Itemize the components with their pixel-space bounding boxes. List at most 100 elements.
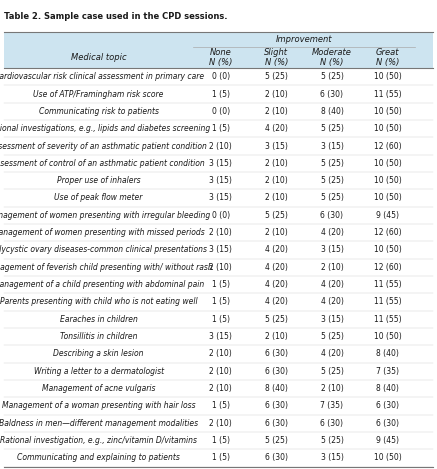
- Text: 7 (35): 7 (35): [320, 401, 343, 410]
- Text: 5 (25): 5 (25): [321, 72, 343, 81]
- Text: 3 (15): 3 (15): [321, 315, 343, 324]
- Text: 6 (30): 6 (30): [376, 419, 399, 428]
- Text: Writing a letter to a dermatologist: Writing a letter to a dermatologist: [34, 367, 163, 376]
- Text: 8 (40): 8 (40): [376, 384, 399, 393]
- Text: 5 (25): 5 (25): [265, 436, 288, 445]
- Text: 6 (30): 6 (30): [265, 367, 288, 376]
- Bar: [4, 32, 433, 68]
- Text: 9 (45): 9 (45): [376, 211, 399, 220]
- Text: Management of feverish child presenting with/ without rash: Management of feverish child presenting …: [0, 263, 213, 272]
- Text: 3 (15): 3 (15): [321, 245, 343, 255]
- Text: Table 2. Sample case used in the CPD sessions.: Table 2. Sample case used in the CPD ses…: [4, 12, 228, 21]
- Text: Management of women presenting with irregular bleeding: Management of women presenting with irre…: [0, 211, 210, 220]
- Text: 2 (10): 2 (10): [321, 263, 343, 272]
- Text: 11 (55): 11 (55): [374, 90, 402, 98]
- Text: Earaches in children: Earaches in children: [59, 315, 138, 324]
- Text: Baldness in men—different management modalities: Baldness in men—different management mod…: [0, 419, 198, 428]
- Text: 2 (10): 2 (10): [265, 194, 288, 203]
- Text: 8 (40): 8 (40): [321, 107, 343, 116]
- Text: Slight
N (%): Slight N (%): [264, 48, 288, 67]
- Text: 8 (40): 8 (40): [265, 384, 288, 393]
- Text: 5 (25): 5 (25): [321, 332, 343, 341]
- Text: 11 (55): 11 (55): [374, 280, 402, 289]
- Text: 2 (10): 2 (10): [209, 419, 232, 428]
- Text: 5 (25): 5 (25): [321, 436, 343, 445]
- Text: Polycystic ovary diseases-common clinical presentations: Polycystic ovary diseases-common clinica…: [0, 245, 207, 255]
- Text: Medical topic: Medical topic: [71, 53, 126, 62]
- Text: 2 (10): 2 (10): [265, 176, 288, 185]
- Text: 2 (10): 2 (10): [321, 384, 343, 393]
- Text: Assessment of control of an asthmatic patient condition: Assessment of control of an asthmatic pa…: [0, 159, 205, 168]
- Text: 11 (55): 11 (55): [374, 297, 402, 307]
- Text: 3 (15): 3 (15): [209, 245, 232, 255]
- Text: 9 (45): 9 (45): [376, 436, 399, 445]
- Text: 4 (20): 4 (20): [265, 263, 288, 272]
- Text: 7 (35): 7 (35): [376, 367, 399, 376]
- Text: 5 (25): 5 (25): [321, 194, 343, 203]
- Text: 10 (50): 10 (50): [374, 176, 402, 185]
- Text: 5 (25): 5 (25): [265, 211, 288, 220]
- Text: 1 (5): 1 (5): [212, 297, 229, 307]
- Text: 3 (15): 3 (15): [321, 142, 343, 151]
- Text: 2 (10): 2 (10): [265, 107, 288, 116]
- Text: 5 (25): 5 (25): [321, 124, 343, 133]
- Text: 3 (15): 3 (15): [321, 454, 343, 462]
- Text: 6 (30): 6 (30): [320, 419, 343, 428]
- Text: Management of acne vulgaris: Management of acne vulgaris: [42, 384, 155, 393]
- Text: 8 (40): 8 (40): [376, 349, 399, 358]
- Text: 2 (10): 2 (10): [209, 384, 232, 393]
- Text: 11 (55): 11 (55): [374, 315, 402, 324]
- Text: 6 (30): 6 (30): [320, 90, 343, 98]
- Text: Rational investigations, e.g., lipids and diabetes screening: Rational investigations, e.g., lipids an…: [0, 124, 210, 133]
- Text: 10 (50): 10 (50): [374, 194, 402, 203]
- Text: 3 (15): 3 (15): [265, 142, 288, 151]
- Text: 12 (60): 12 (60): [374, 263, 402, 272]
- Text: 1 (5): 1 (5): [212, 280, 229, 289]
- Text: 6 (30): 6 (30): [265, 454, 288, 462]
- Text: 2 (10): 2 (10): [265, 332, 288, 341]
- Text: 10 (50): 10 (50): [374, 159, 402, 168]
- Text: 4 (20): 4 (20): [265, 297, 288, 307]
- Text: Use of peak flow meter: Use of peak flow meter: [54, 194, 143, 203]
- Text: Assessment of severity of an asthmatic patient condition: Assessment of severity of an asthmatic p…: [0, 142, 208, 151]
- Text: 2 (10): 2 (10): [209, 228, 232, 237]
- Text: 1 (5): 1 (5): [212, 90, 229, 98]
- Text: 10 (50): 10 (50): [374, 454, 402, 462]
- Text: Management of women presenting with missed periods: Management of women presenting with miss…: [0, 228, 205, 237]
- Text: Use of ATP/Framingham risk score: Use of ATP/Framingham risk score: [33, 90, 164, 98]
- Text: Parents presenting with child who is not eating well: Parents presenting with child who is not…: [0, 297, 198, 307]
- Text: 4 (20): 4 (20): [321, 280, 343, 289]
- Text: 10 (50): 10 (50): [374, 124, 402, 133]
- Text: 10 (50): 10 (50): [374, 245, 402, 255]
- Text: Moderate
N (%): Moderate N (%): [312, 48, 352, 67]
- Text: None
N (%): None N (%): [209, 48, 232, 67]
- Text: 5 (25): 5 (25): [265, 315, 288, 324]
- Text: 4 (20): 4 (20): [321, 228, 343, 237]
- Text: Communicating risk to patients: Communicating risk to patients: [38, 107, 159, 116]
- Text: 3 (15): 3 (15): [209, 194, 232, 203]
- Text: 3 (15): 3 (15): [209, 176, 232, 185]
- Text: 1 (5): 1 (5): [212, 436, 229, 445]
- Text: 10 (50): 10 (50): [374, 107, 402, 116]
- Text: 1 (5): 1 (5): [212, 454, 229, 462]
- Text: 10 (50): 10 (50): [374, 332, 402, 341]
- Text: 0 (0): 0 (0): [212, 211, 230, 220]
- Text: 1 (5): 1 (5): [212, 401, 229, 410]
- Text: 5 (25): 5 (25): [321, 176, 343, 185]
- Text: 1 (5): 1 (5): [212, 124, 229, 133]
- Text: 0 (0): 0 (0): [212, 72, 230, 81]
- Text: 2 (10): 2 (10): [265, 159, 288, 168]
- Text: Management of a woman presenting with hair loss: Management of a woman presenting with ha…: [2, 401, 195, 410]
- Text: 2 (10): 2 (10): [209, 367, 232, 376]
- Text: 12 (60): 12 (60): [374, 142, 402, 151]
- Text: 3 (15): 3 (15): [209, 332, 232, 341]
- Text: Proper use of inhalers: Proper use of inhalers: [57, 176, 140, 185]
- Text: 3 (15): 3 (15): [209, 159, 232, 168]
- Text: 4 (20): 4 (20): [321, 349, 343, 358]
- Text: 4 (20): 4 (20): [265, 280, 288, 289]
- Text: Rational investigation, e.g., zinc/vitamin D/vitamins: Rational investigation, e.g., zinc/vitam…: [0, 436, 197, 445]
- Text: 6 (30): 6 (30): [376, 401, 399, 410]
- Text: 5 (25): 5 (25): [321, 159, 343, 168]
- Text: Communicating and explaining to patients: Communicating and explaining to patients: [17, 454, 180, 462]
- Text: Cardiovascular risk clinical assessment in primary care: Cardiovascular risk clinical assessment …: [0, 72, 204, 81]
